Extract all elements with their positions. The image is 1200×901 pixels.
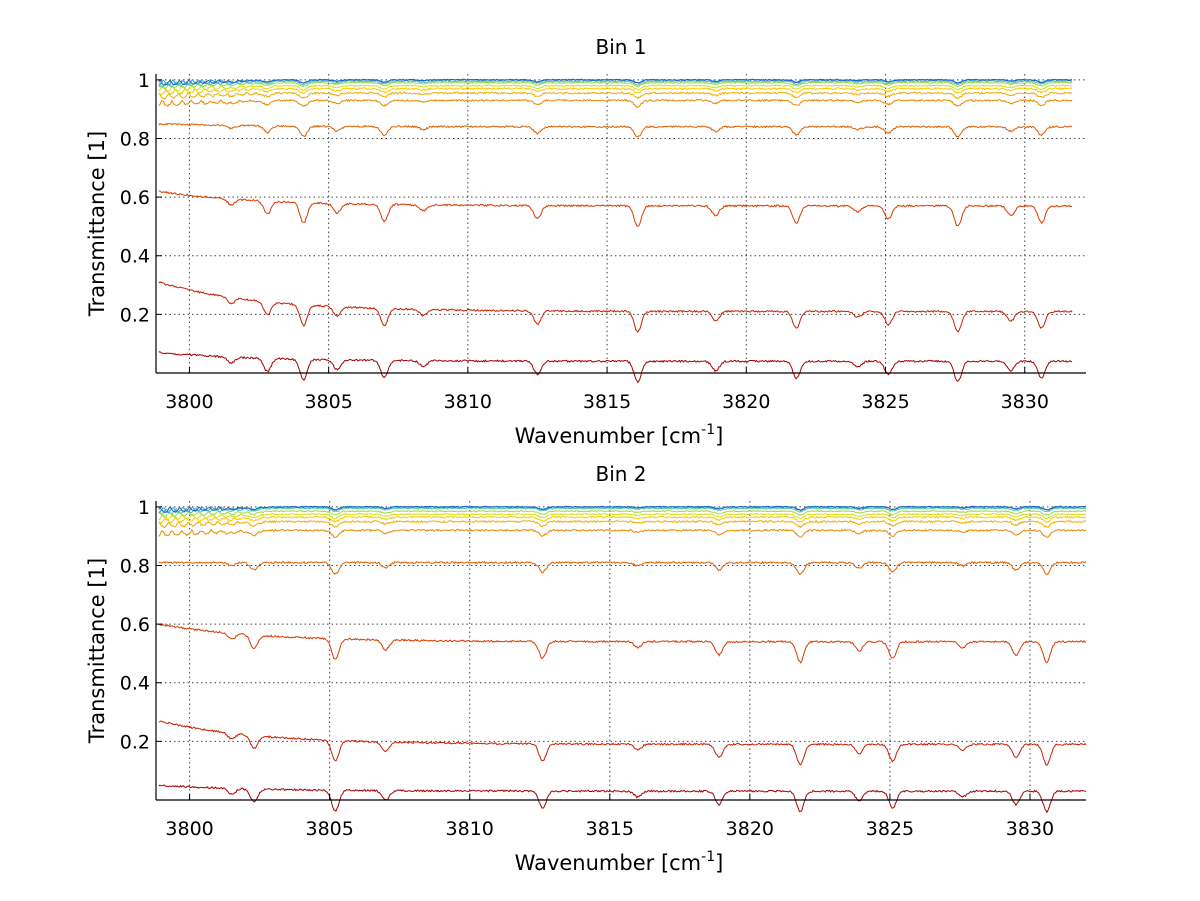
- x-axis-label: Wavenumber [cm-1]: [515, 849, 724, 875]
- series-line-10: [158, 510, 1087, 518]
- x-axis-label-end: ]: [715, 851, 723, 875]
- y-axis-label: Transmittance [1]: [85, 131, 109, 317]
- y-tick-label: 0.6: [120, 187, 150, 209]
- x-axis-label-main: Wavenumber [cm: [515, 424, 701, 448]
- x-axis-label: Wavenumber [cm-1]: [515, 422, 724, 448]
- y-axis-label: Transmittance [1]: [85, 558, 109, 744]
- series-line-2: [158, 784, 1087, 814]
- x-tick-label: 3810: [446, 818, 494, 840]
- x-tick-label: 3805: [304, 391, 352, 413]
- y-tick-label: 0.8: [120, 128, 150, 150]
- x-axis-label-superscript: -1: [701, 422, 715, 438]
- plot-area: [156, 74, 1086, 373]
- x-axis-label-end: ]: [715, 424, 723, 448]
- x-tick-label: 3815: [583, 391, 631, 413]
- y-tick-label: 0.4: [120, 673, 150, 695]
- x-tick-label: 3800: [165, 818, 213, 840]
- series-line-13: [158, 78, 1073, 86]
- series-line-7: [158, 91, 1073, 100]
- y-tick-label: 0.8: [120, 555, 150, 577]
- x-tick-label: 3830: [1006, 818, 1054, 840]
- x-tick-label: 3825: [866, 818, 914, 840]
- subplot-1: 3800 3805 3810 3815 3820 3825 3830 0.2 0.4 0.6 0.8…: [85, 35, 1086, 448]
- x-tick-label: 3815: [586, 818, 634, 840]
- series-lines: [158, 78, 1073, 384]
- series-line-11: [158, 79, 1073, 88]
- x-tick-label: 3800: [165, 391, 213, 413]
- y-tick-label: 1: [138, 70, 150, 92]
- series-line-6: [158, 98, 1073, 108]
- x-tick-label: 3830: [1001, 391, 1049, 413]
- x-tick-label: 3825: [861, 391, 909, 413]
- subplot-2: 3800 3805 3810 3815 3820 3825 3830 0.2 0.4 0.6 0.8…: [85, 462, 1087, 875]
- series-line-4: [158, 623, 1087, 664]
- series-line-3: [158, 720, 1087, 766]
- series-line-9: [158, 84, 1073, 92]
- y-tick-label: 0.6: [120, 614, 150, 636]
- series-line-5: [158, 560, 1087, 576]
- series-line-2: [158, 351, 1073, 384]
- series-line-8: [158, 515, 1087, 524]
- x-tick-label: 3820: [722, 391, 770, 413]
- series-line-10: [158, 81, 1073, 90]
- y-tick-label: 0.2: [120, 304, 150, 326]
- series-line-6: [158, 528, 1087, 538]
- series-line-7: [158, 519, 1087, 529]
- chart-title: Bin 1: [595, 35, 646, 59]
- x-axis-label-main: Wavenumber [cm: [515, 851, 701, 875]
- plot-area: [156, 501, 1086, 800]
- series-lines: [158, 505, 1087, 814]
- series-line-4: [158, 190, 1073, 227]
- x-axis-label-superscript: -1: [701, 849, 715, 865]
- series-line-3: [158, 281, 1073, 334]
- x-tick-label: 3820: [726, 818, 774, 840]
- series-line-9: [158, 512, 1087, 521]
- series-line-5: [158, 122, 1073, 138]
- series-line-8: [158, 86, 1073, 96]
- y-tick-label: 0.2: [120, 731, 150, 753]
- chart-title: Bin 2: [595, 462, 646, 486]
- series-line-13: [158, 505, 1087, 514]
- y-tick-label: 1: [138, 497, 150, 519]
- y-tick-label: 0.4: [120, 246, 150, 268]
- x-tick-label: 3810: [444, 391, 492, 413]
- x-tick-label: 3805: [305, 818, 353, 840]
